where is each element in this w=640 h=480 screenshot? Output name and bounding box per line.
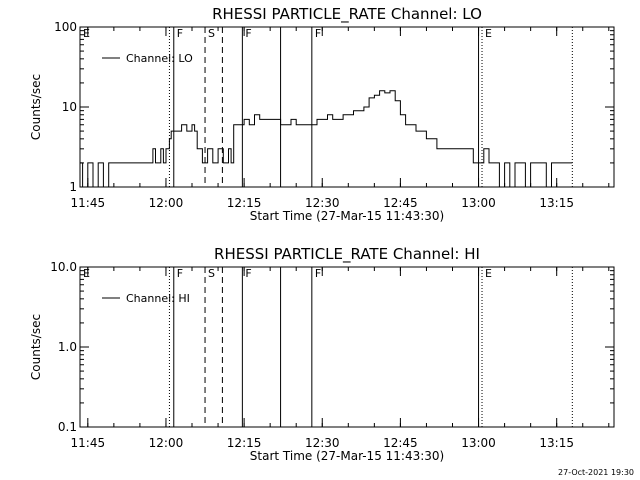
series-line <box>80 90 573 188</box>
lo-channel-panel: RHESSI PARTICLE_RATE Channel: LO 1 10 100 11… <box>29 5 615 223</box>
x-tick-label: 12:15 <box>227 196 262 210</box>
y-tick-label: 1 <box>69 180 77 194</box>
x-tick-label: 13:00 <box>461 436 496 450</box>
x-tick-label: 11:45 <box>71 196 106 210</box>
y-tick-label: 1.0 <box>58 340 77 354</box>
marker-label: F <box>177 267 183 280</box>
plot-frame <box>79 266 615 428</box>
plot-timestamp: 27-Oct-2021 19:30 <box>558 468 634 477</box>
marker-label: E <box>485 267 492 280</box>
marker-label: F <box>245 267 251 280</box>
x-axis-label: Start Time (27-Mar-15 11:43:30) <box>250 209 444 223</box>
x-axis-label: Start Time (27-Mar-15 11:43:30) <box>250 449 444 463</box>
x-tick-label: 13:00 <box>461 196 496 210</box>
y-axis-label: Counts/sec <box>29 314 43 380</box>
x-tick-label: 12:30 <box>305 196 340 210</box>
y-tick-label: 100 <box>54 20 77 34</box>
y-axis-label: Counts/sec <box>29 74 43 140</box>
marker-label: S <box>208 267 215 280</box>
marker-label: E <box>83 267 90 280</box>
x-tick-label: 13:15 <box>539 196 574 210</box>
x-tick-label: 13:15 <box>539 436 574 450</box>
x-tick-label: 12:00 <box>149 196 184 210</box>
legend-label: Channel: HI <box>126 292 190 305</box>
marker-label: E <box>83 27 90 40</box>
y-tick-label: 0.1 <box>58 420 77 434</box>
x-tick-label: 11:45 <box>71 436 106 450</box>
x-tick-label: 12:45 <box>383 196 418 210</box>
marker-label: E <box>485 27 492 40</box>
marker-label: F <box>315 27 321 40</box>
hi-channel-panel: RHESSI PARTICLE_RATE Channel: HI 0.1 1.0 10… <box>29 245 615 463</box>
marker-label: F <box>245 27 251 40</box>
chart-title: RHESSI PARTICLE_RATE Channel: LO <box>212 5 482 24</box>
x-tick-label: 12:45 <box>383 436 418 450</box>
marker-label: F <box>177 27 183 40</box>
x-tick-label: 12:00 <box>149 436 184 450</box>
chart-title: RHESSI PARTICLE_RATE Channel: HI <box>214 245 480 264</box>
x-tick-label: 12:30 <box>305 436 340 450</box>
marker-label: S <box>208 27 215 40</box>
y-tick-label: 10.0 <box>50 260 77 274</box>
legend-label: Channel: LO <box>126 52 193 65</box>
x-tick-label: 12:15 <box>227 436 262 450</box>
marker-label: F <box>315 267 321 280</box>
y-tick-label: 10 <box>62 100 77 114</box>
